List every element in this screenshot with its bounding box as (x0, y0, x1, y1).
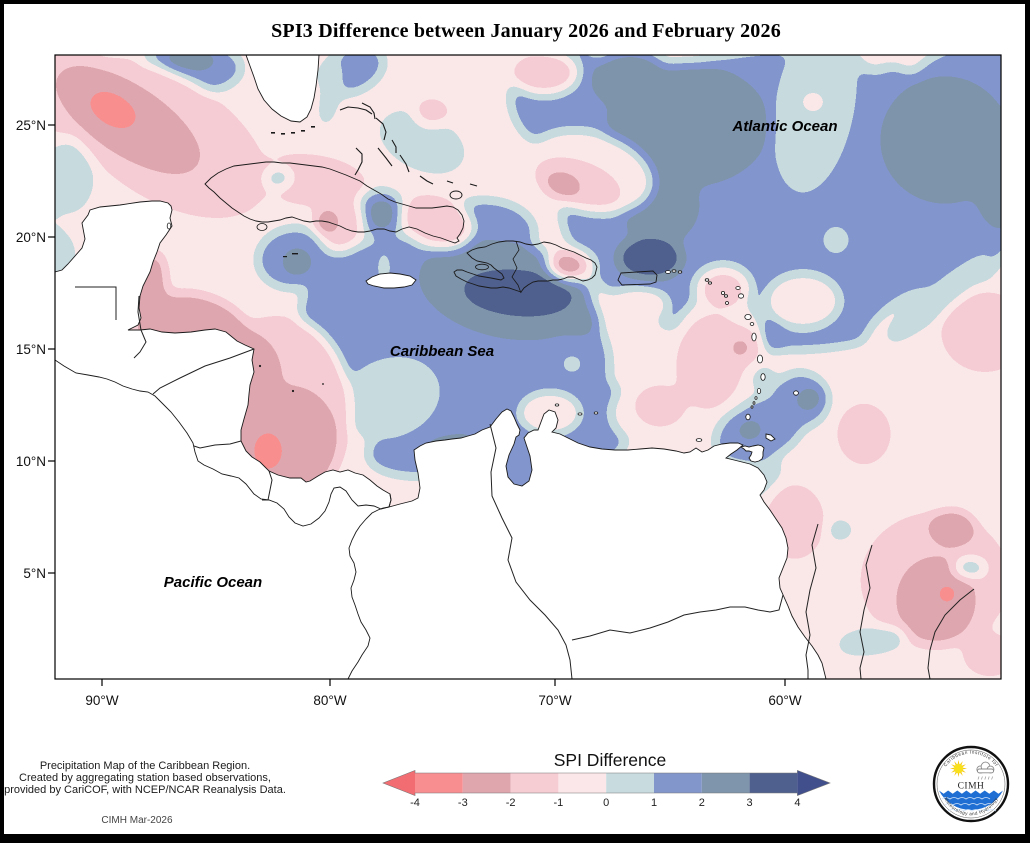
svg-text:2: 2 (699, 797, 705, 809)
svg-text:90°W: 90°W (85, 693, 118, 708)
svg-text:20°N: 20°N (16, 230, 46, 245)
svg-text:4: 4 (794, 797, 800, 809)
svg-text:Atlantic Ocean: Atlantic Ocean (731, 118, 837, 135)
svg-text:0: 0 (603, 797, 609, 809)
svg-text:10°N: 10°N (16, 454, 46, 469)
svg-text:-1: -1 (554, 797, 564, 809)
svg-text:CIMH: CIMH (958, 782, 985, 792)
svg-text:-3: -3 (458, 797, 468, 809)
svg-text:25°N: 25°N (16, 118, 46, 133)
svg-text:1: 1 (651, 797, 657, 809)
svg-text:15°N: 15°N (16, 342, 46, 357)
svg-text:3: 3 (747, 797, 753, 809)
svg-text:Created by aggregating station: Created by aggregating station based obs… (19, 772, 271, 784)
svg-text:5°N: 5°N (23, 566, 46, 581)
svg-text:-4: -4 (410, 797, 420, 809)
svg-text:-2: -2 (506, 797, 516, 809)
svg-text:60°W: 60°W (768, 693, 801, 708)
svg-text:Pacific Ocean: Pacific Ocean (164, 574, 262, 591)
svg-text:80°W: 80°W (313, 693, 346, 708)
svg-text:Precipitation Map of the Carib: Precipitation Map of the Caribbean Regio… (40, 760, 250, 772)
svg-text:70°W: 70°W (538, 693, 571, 708)
svg-text:SPI Difference: SPI Difference (554, 750, 667, 770)
svg-text:SPI3 Difference between Januar: SPI3 Difference between January 2026 and… (271, 20, 781, 42)
svg-text:provided by CariCOF, with NCEP: provided by CariCOF, with NCEP/NCAR Rean… (4, 784, 286, 796)
svg-text:Caribbean Sea: Caribbean Sea (390, 343, 494, 360)
svg-text:CIMH Mar-2026: CIMH Mar-2026 (101, 815, 173, 826)
